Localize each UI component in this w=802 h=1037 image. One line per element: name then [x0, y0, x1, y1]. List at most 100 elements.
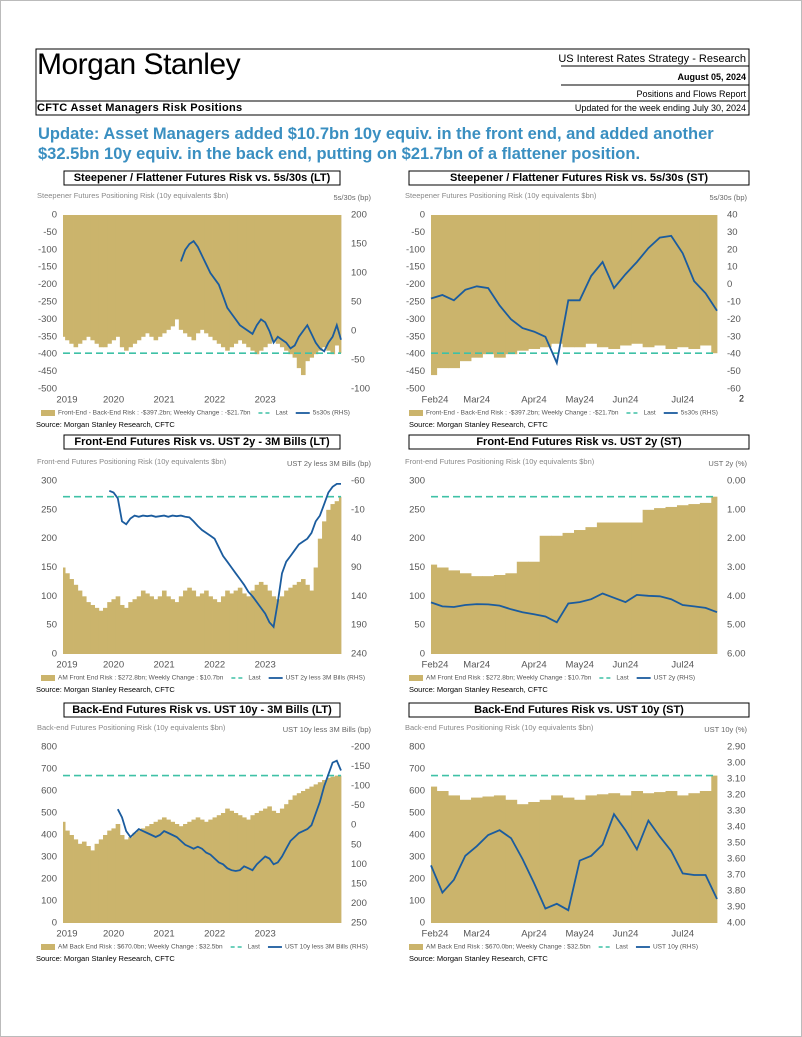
x-tick-label: Jun24 [613, 660, 639, 671]
x-tick-label: 2022 [204, 929, 225, 940]
y-tick-label: 0 [420, 918, 425, 929]
area-segment [436, 567, 449, 654]
x-tick-label: Jun24 [613, 395, 639, 406]
x-tick-label: 2023 [255, 395, 276, 406]
y-tick-label: 250 [409, 504, 425, 515]
area-segment [208, 215, 213, 337]
y2-tick-label: 30 [727, 227, 738, 238]
y2-tick-label: 90 [351, 562, 362, 573]
y2-tick-label: -100 [351, 781, 370, 792]
source: Source: Morgan Stanley Research, CFTC [409, 420, 548, 429]
area-segment [528, 561, 541, 654]
chart-title: Steepener / Flattener Futures Risk vs. 5… [74, 172, 331, 184]
area-segment [711, 775, 718, 923]
y2-tick-label: 3.90 [727, 902, 746, 913]
x-tick-label: Apr24 [521, 660, 546, 671]
area-segment [539, 799, 552, 923]
chart-title-box [63, 434, 341, 450]
area-segment [229, 593, 234, 654]
area-segment [81, 596, 87, 654]
report-subtitle: CFTC Asset Managers Risk Positions [37, 102, 243, 114]
y2-tick-label: 100 [351, 859, 367, 870]
y2-tick-label: -150 [351, 761, 370, 772]
y2-tick-label: 20 [727, 244, 738, 255]
area-segment [271, 215, 277, 341]
page-number: 2 [739, 393, 744, 403]
y2-tick-label: 3.40 [727, 822, 746, 833]
y-tick-label: 300 [409, 852, 425, 863]
y2-tick-label: 5.00 [727, 620, 746, 631]
y-tick-label: 0 [52, 210, 57, 221]
y2-tick-label: 250 [351, 918, 367, 929]
area-segment [174, 824, 180, 923]
y2-tick-label: 100 [351, 268, 367, 279]
area-segment [267, 806, 272, 923]
area-segment [183, 824, 188, 923]
x-tick-label: Apr24 [521, 395, 546, 406]
area-segment [242, 215, 247, 344]
area-segment [86, 602, 91, 654]
y2-tick-label: 3.70 [727, 870, 746, 881]
area-segment [98, 215, 104, 348]
y2-tick-label: 4.00 [727, 918, 746, 929]
y2-tick-label: -20 [727, 314, 741, 325]
area-segment [107, 215, 112, 344]
area-segment [178, 215, 184, 330]
area-segment [665, 506, 678, 654]
legend-swatch [409, 410, 423, 416]
area-segment [338, 775, 342, 923]
y-tick-label: 0 [52, 918, 57, 929]
y-tick-label: -150 [38, 262, 57, 273]
area-segment [242, 817, 247, 923]
area-segment [305, 215, 310, 362]
area-segment [77, 215, 83, 344]
area-segment [654, 508, 666, 654]
area-segment [275, 599, 281, 654]
area-segment [237, 215, 243, 341]
area-segment [562, 532, 575, 654]
x-tick-label: 2019 [56, 660, 77, 671]
area-segment [258, 581, 264, 654]
chart-title: Back-End Futures Risk vs. UST 10y - 3M B… [72, 704, 332, 716]
y2-tick-label: 0 [727, 279, 732, 290]
area-segment [279, 596, 285, 654]
area-segment [183, 215, 188, 334]
area-segment [493, 574, 506, 654]
y-axis-label: Steepener Futures Positioning Risk (10y … [405, 191, 597, 200]
date: August 05, 2024 [677, 72, 746, 82]
y2-axis-label: 5s/30s (bp) [333, 193, 371, 202]
area-segment [642, 215, 655, 348]
area-segment [225, 215, 230, 351]
line-series [108, 483, 341, 629]
area-segment [263, 215, 268, 348]
area-segment [86, 846, 91, 923]
area-segment [585, 215, 598, 344]
area-segment [585, 795, 598, 923]
area-segment [195, 817, 201, 923]
area-segment [170, 599, 176, 654]
area-segment [288, 215, 293, 355]
x-tick-label: 2022 [204, 660, 225, 671]
area-segment [174, 602, 180, 654]
legend-label: 5s30s (RHS) [313, 410, 350, 417]
y-tick-label: 50 [414, 620, 425, 631]
x-tick-label: Mar24 [463, 929, 490, 940]
area-segment [73, 584, 79, 654]
y2-tick-label: 240 [351, 649, 367, 660]
area-segment [69, 579, 74, 654]
area-segment [322, 215, 327, 348]
y2-tick-label: -100 [351, 384, 370, 395]
area-segment [665, 791, 678, 923]
y-tick-label: -250 [38, 297, 57, 308]
logo: Morgan Stanley [37, 48, 241, 81]
y2-tick-label: 2.00 [727, 533, 746, 544]
area-segment [65, 215, 70, 341]
x-tick-label: Mar24 [463, 660, 490, 671]
area-segment [128, 837, 133, 923]
area-segment [688, 793, 701, 923]
legend-swatch [409, 675, 423, 681]
area-segment [140, 828, 146, 923]
x-tick-label: Feb24 [422, 395, 449, 406]
area-segment [174, 215, 180, 320]
area-segment [170, 821, 176, 923]
